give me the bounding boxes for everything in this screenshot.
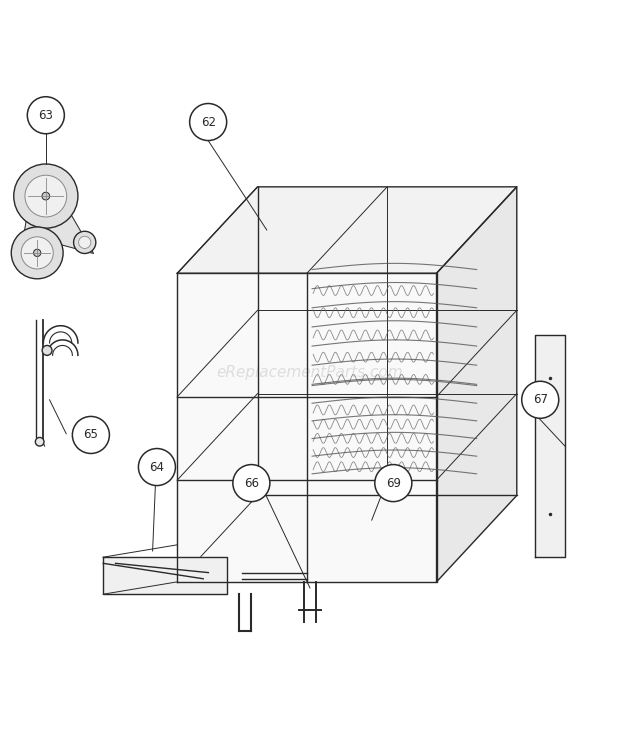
Circle shape — [21, 237, 53, 269]
Polygon shape — [177, 187, 516, 273]
Text: 63: 63 — [38, 109, 53, 122]
Text: 62: 62 — [201, 115, 216, 129]
Circle shape — [14, 164, 78, 228]
Text: 65: 65 — [84, 429, 99, 441]
Circle shape — [375, 464, 412, 501]
Circle shape — [11, 227, 63, 279]
Circle shape — [79, 237, 91, 248]
Circle shape — [233, 464, 270, 501]
Circle shape — [521, 381, 559, 418]
Circle shape — [42, 192, 50, 200]
Polygon shape — [535, 335, 565, 557]
Circle shape — [74, 231, 96, 254]
Text: 67: 67 — [533, 394, 547, 406]
Circle shape — [73, 417, 109, 454]
Circle shape — [33, 249, 41, 257]
Text: eReplacementParts.com: eReplacementParts.com — [216, 365, 404, 379]
Circle shape — [138, 449, 175, 486]
Polygon shape — [19, 209, 94, 263]
Polygon shape — [436, 187, 516, 582]
Circle shape — [35, 437, 44, 446]
Circle shape — [27, 97, 64, 134]
Text: 66: 66 — [244, 477, 259, 490]
Circle shape — [42, 345, 52, 356]
Polygon shape — [177, 273, 436, 582]
Text: 64: 64 — [149, 461, 164, 473]
Polygon shape — [104, 557, 227, 594]
Text: 69: 69 — [386, 477, 401, 490]
Circle shape — [190, 103, 227, 141]
Circle shape — [25, 176, 67, 217]
